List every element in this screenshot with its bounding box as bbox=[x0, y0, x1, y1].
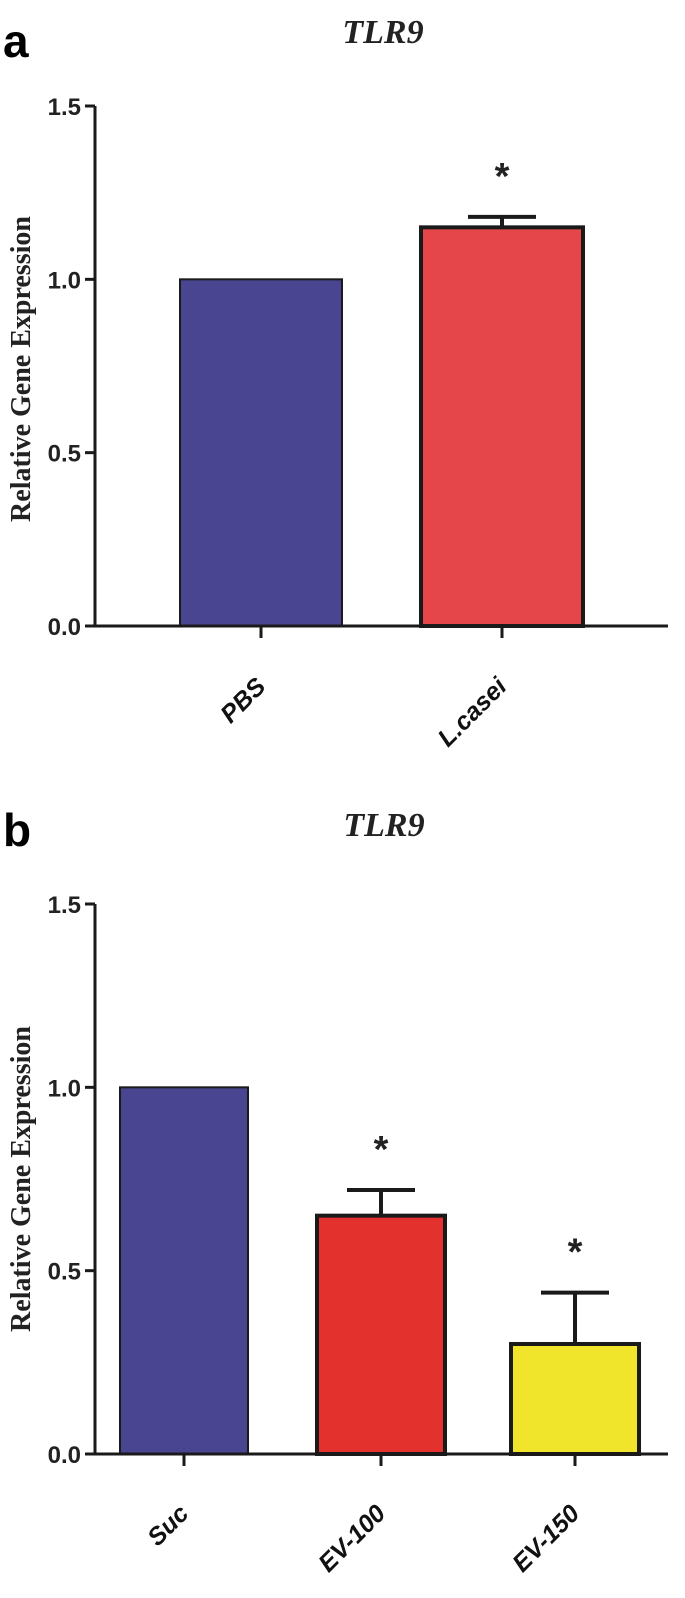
significance-marker: * bbox=[568, 1232, 583, 1274]
chart-title-a: TLR9 bbox=[342, 14, 423, 51]
bars-b: ** bbox=[119, 1086, 641, 1456]
chart-panel-b: b TLR9 Relative Gene Expression ** Suc EV… bbox=[3, 804, 668, 1578]
bar-pbs bbox=[179, 278, 343, 627]
bar-ev-100 bbox=[315, 1213, 447, 1456]
y-tick-label: 1.0 bbox=[48, 1075, 81, 1102]
y-tick-label: 0.0 bbox=[48, 1442, 81, 1469]
significance-marker: * bbox=[495, 156, 510, 198]
y-axis-label-b: Relative Gene Expression bbox=[6, 1026, 37, 1332]
significance-marker: * bbox=[374, 1129, 389, 1171]
y-axis-label-a: Relative Gene Expression bbox=[6, 216, 37, 522]
x-tick-label: EV-150 bbox=[507, 1499, 585, 1577]
y-tick-label: 1.5 bbox=[48, 94, 81, 121]
bar-suc bbox=[119, 1086, 249, 1456]
panel-letter-b: b bbox=[3, 804, 31, 856]
y-tick-label: 1.0 bbox=[48, 267, 81, 294]
y-tick-label: 0.5 bbox=[48, 441, 81, 468]
y-tick-label: 1.5 bbox=[48, 892, 81, 919]
bars-a: * bbox=[179, 156, 585, 628]
x-tick-label: Suc bbox=[142, 1499, 194, 1551]
x-tick-label: EV-100 bbox=[313, 1499, 391, 1577]
x-tick-label: PBS bbox=[215, 672, 271, 728]
panel-letter-a: a bbox=[3, 15, 29, 67]
chart-title-b: TLR9 bbox=[343, 807, 424, 844]
chart-panel-a: a TLR9 Relative Gene Expression * PBS L.c… bbox=[3, 14, 668, 752]
bar-ev-150 bbox=[509, 1342, 641, 1456]
y-tick-label: 0.5 bbox=[48, 1259, 81, 1286]
bar-l-casei bbox=[419, 225, 585, 628]
y-tick-label: 0.0 bbox=[48, 614, 81, 641]
x-tick-label: L.casei bbox=[432, 672, 512, 752]
